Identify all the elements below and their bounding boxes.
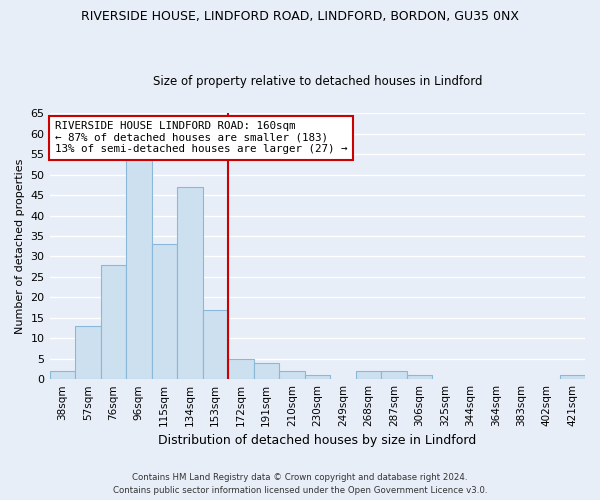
Bar bbox=[381, 371, 407, 379]
Bar bbox=[126, 158, 152, 379]
Bar bbox=[305, 375, 330, 379]
Bar bbox=[356, 371, 381, 379]
Text: RIVERSIDE HOUSE, LINDFORD ROAD, LINDFORD, BORDON, GU35 0NX: RIVERSIDE HOUSE, LINDFORD ROAD, LINDFORD… bbox=[81, 10, 519, 23]
Bar bbox=[203, 310, 228, 379]
Title: Size of property relative to detached houses in Lindford: Size of property relative to detached ho… bbox=[152, 76, 482, 88]
Bar bbox=[407, 375, 432, 379]
Bar bbox=[228, 358, 254, 379]
Bar bbox=[177, 187, 203, 379]
Text: Contains HM Land Registry data © Crown copyright and database right 2024.
Contai: Contains HM Land Registry data © Crown c… bbox=[113, 474, 487, 495]
Bar bbox=[560, 375, 585, 379]
Bar bbox=[279, 371, 305, 379]
Y-axis label: Number of detached properties: Number of detached properties bbox=[15, 158, 25, 334]
Bar bbox=[152, 244, 177, 379]
X-axis label: Distribution of detached houses by size in Lindford: Distribution of detached houses by size … bbox=[158, 434, 476, 448]
Bar bbox=[75, 326, 101, 379]
Bar bbox=[101, 264, 126, 379]
Text: RIVERSIDE HOUSE LINDFORD ROAD: 160sqm
← 87% of detached houses are smaller (183): RIVERSIDE HOUSE LINDFORD ROAD: 160sqm ← … bbox=[55, 122, 347, 154]
Bar bbox=[254, 363, 279, 379]
Bar bbox=[50, 371, 75, 379]
